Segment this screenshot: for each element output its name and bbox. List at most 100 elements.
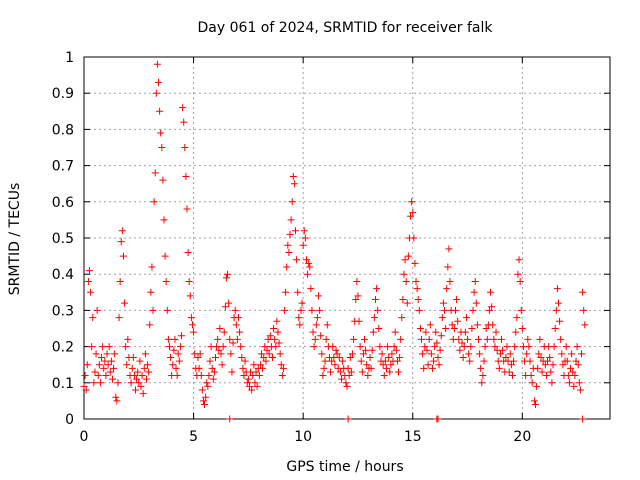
data-point [552, 306, 560, 314]
data-point [418, 335, 426, 343]
data-point [512, 328, 520, 336]
data-point [523, 350, 531, 358]
data-point [574, 361, 582, 369]
data-point [445, 245, 453, 253]
data-point [518, 325, 526, 332]
data-point [388, 350, 396, 358]
data-point [88, 343, 96, 351]
data-point [220, 328, 228, 336]
data-point [579, 415, 587, 423]
y-tick-label: 0.1 [52, 376, 74, 392]
data-point [156, 107, 164, 115]
data-point [322, 335, 330, 343]
data-point [469, 306, 477, 314]
data-point [402, 277, 410, 285]
data-point [459, 353, 467, 361]
data-point [111, 350, 119, 358]
data-point [188, 321, 196, 329]
y-tick-label: 0.7 [52, 159, 74, 175]
data-point [197, 372, 205, 380]
data-point [135, 379, 143, 387]
data-point [579, 288, 587, 296]
data-point [571, 372, 579, 380]
data-point [137, 382, 145, 390]
data-point [80, 382, 88, 390]
data-point [581, 321, 589, 329]
data-point [391, 328, 399, 336]
data-point [488, 303, 496, 311]
data-point [473, 321, 481, 329]
data-point [373, 285, 381, 293]
data-point [195, 364, 203, 372]
data-point [339, 357, 347, 365]
data-point [190, 328, 198, 336]
data-point [293, 256, 301, 264]
data-point [95, 361, 103, 369]
data-point [226, 415, 234, 423]
data-point [237, 343, 245, 351]
data-point [112, 393, 120, 401]
data-point [107, 357, 115, 365]
data-point [321, 357, 329, 365]
data-point [444, 263, 452, 271]
data-point [279, 364, 287, 372]
data-point [155, 78, 163, 86]
data-point [289, 172, 297, 180]
data-point [153, 60, 161, 68]
data-point [255, 372, 263, 380]
data-point [465, 350, 473, 358]
y-tick-label: 0.3 [52, 303, 74, 319]
y-axis-title: SRMTID / TECUs [7, 183, 23, 296]
data-point [547, 368, 555, 376]
data-point [119, 252, 127, 260]
data-point [534, 364, 542, 372]
data-point [531, 401, 539, 409]
data-point [306, 263, 314, 271]
data-point [133, 375, 141, 383]
data-point [92, 350, 100, 358]
data-point [151, 169, 159, 177]
data-point [240, 372, 248, 380]
data-point [185, 277, 193, 285]
data-point [317, 332, 325, 340]
data-point [404, 252, 412, 260]
data-point [271, 335, 279, 343]
data-point [437, 332, 445, 340]
data-point [327, 368, 335, 376]
data-point [422, 328, 430, 336]
data-point [239, 364, 247, 372]
data-point [110, 364, 118, 372]
data-point [218, 361, 226, 369]
data-point [235, 314, 243, 322]
data-point [213, 343, 221, 351]
data-point [206, 357, 214, 365]
data-point [138, 372, 146, 380]
data-point [227, 350, 235, 358]
data-point [163, 306, 171, 314]
data-point [350, 335, 358, 343]
data-point [471, 277, 479, 285]
data-point [284, 241, 292, 249]
data-point [294, 288, 302, 296]
data-point [82, 386, 90, 394]
data-point [396, 353, 404, 361]
data-point [426, 321, 434, 329]
data-point [217, 350, 225, 358]
data-point [304, 270, 312, 278]
data-point [146, 321, 154, 329]
data-point [432, 328, 440, 336]
data-point [536, 335, 544, 343]
data-point [364, 372, 372, 380]
data-point [259, 364, 267, 372]
data-point [203, 379, 211, 387]
data-point [423, 346, 431, 354]
data-point [431, 343, 439, 351]
data-point [433, 339, 441, 347]
data-point [297, 306, 305, 314]
y-tick-label: 0.5 [52, 231, 74, 247]
data-point [162, 277, 170, 285]
data-point [132, 386, 140, 394]
data-point [358, 368, 366, 376]
data-point [208, 364, 216, 372]
data-point [562, 343, 570, 351]
